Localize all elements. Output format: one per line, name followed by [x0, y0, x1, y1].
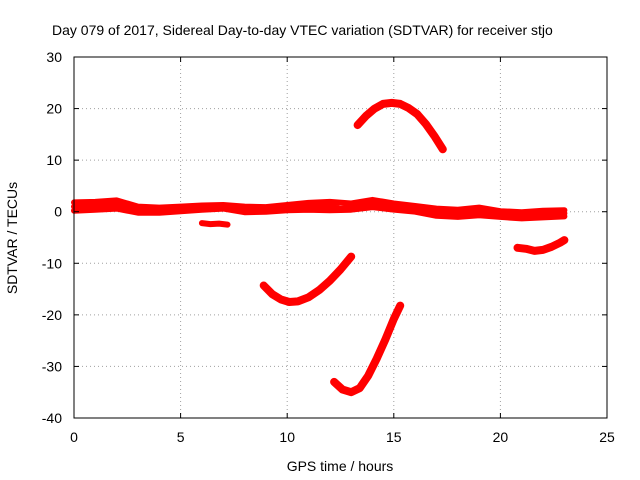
x-tick-label: 15	[386, 429, 402, 445]
series-band-lower-spread	[71, 204, 568, 222]
series-arc-12-15h	[330, 301, 405, 397]
y-axis-label: SDTVAR / TECUs	[4, 182, 20, 294]
y-tick-label: -30	[42, 358, 62, 374]
x-tick-label: 10	[279, 429, 295, 445]
series-late-segment-21h	[513, 236, 569, 255]
x-tick-label: 0	[70, 429, 78, 445]
plot-frame	[73, 56, 608, 419]
x-tick-label: 5	[177, 429, 185, 445]
x-tick-label: 20	[493, 429, 509, 445]
series-layer	[71, 98, 569, 397]
y-tick-label: 0	[54, 204, 62, 220]
y-tick-label: -40	[42, 410, 62, 426]
series-band-upper-spread	[71, 196, 568, 216]
y-tick-label: 20	[46, 101, 62, 117]
x-tick-label: 25	[599, 429, 615, 445]
series-arc-13-17h	[353, 98, 447, 154]
y-tick-label: 30	[46, 49, 62, 65]
series-arc-9-13h	[259, 252, 356, 306]
y-tick-label: 10	[46, 152, 62, 168]
tick-layer: 0 5 10 15 20 25 -40 -30 -20 -10 0 10 20 30	[42, 49, 615, 445]
series-short-segment-6h	[198, 220, 231, 228]
chart-title: Day 079 of 2017, Sidereal Day-to-day VTE…	[52, 22, 553, 38]
y-tick-label: -20	[42, 307, 62, 323]
x-axis-label: GPS time / hours	[287, 458, 394, 474]
y-tick-label: -10	[42, 255, 62, 271]
